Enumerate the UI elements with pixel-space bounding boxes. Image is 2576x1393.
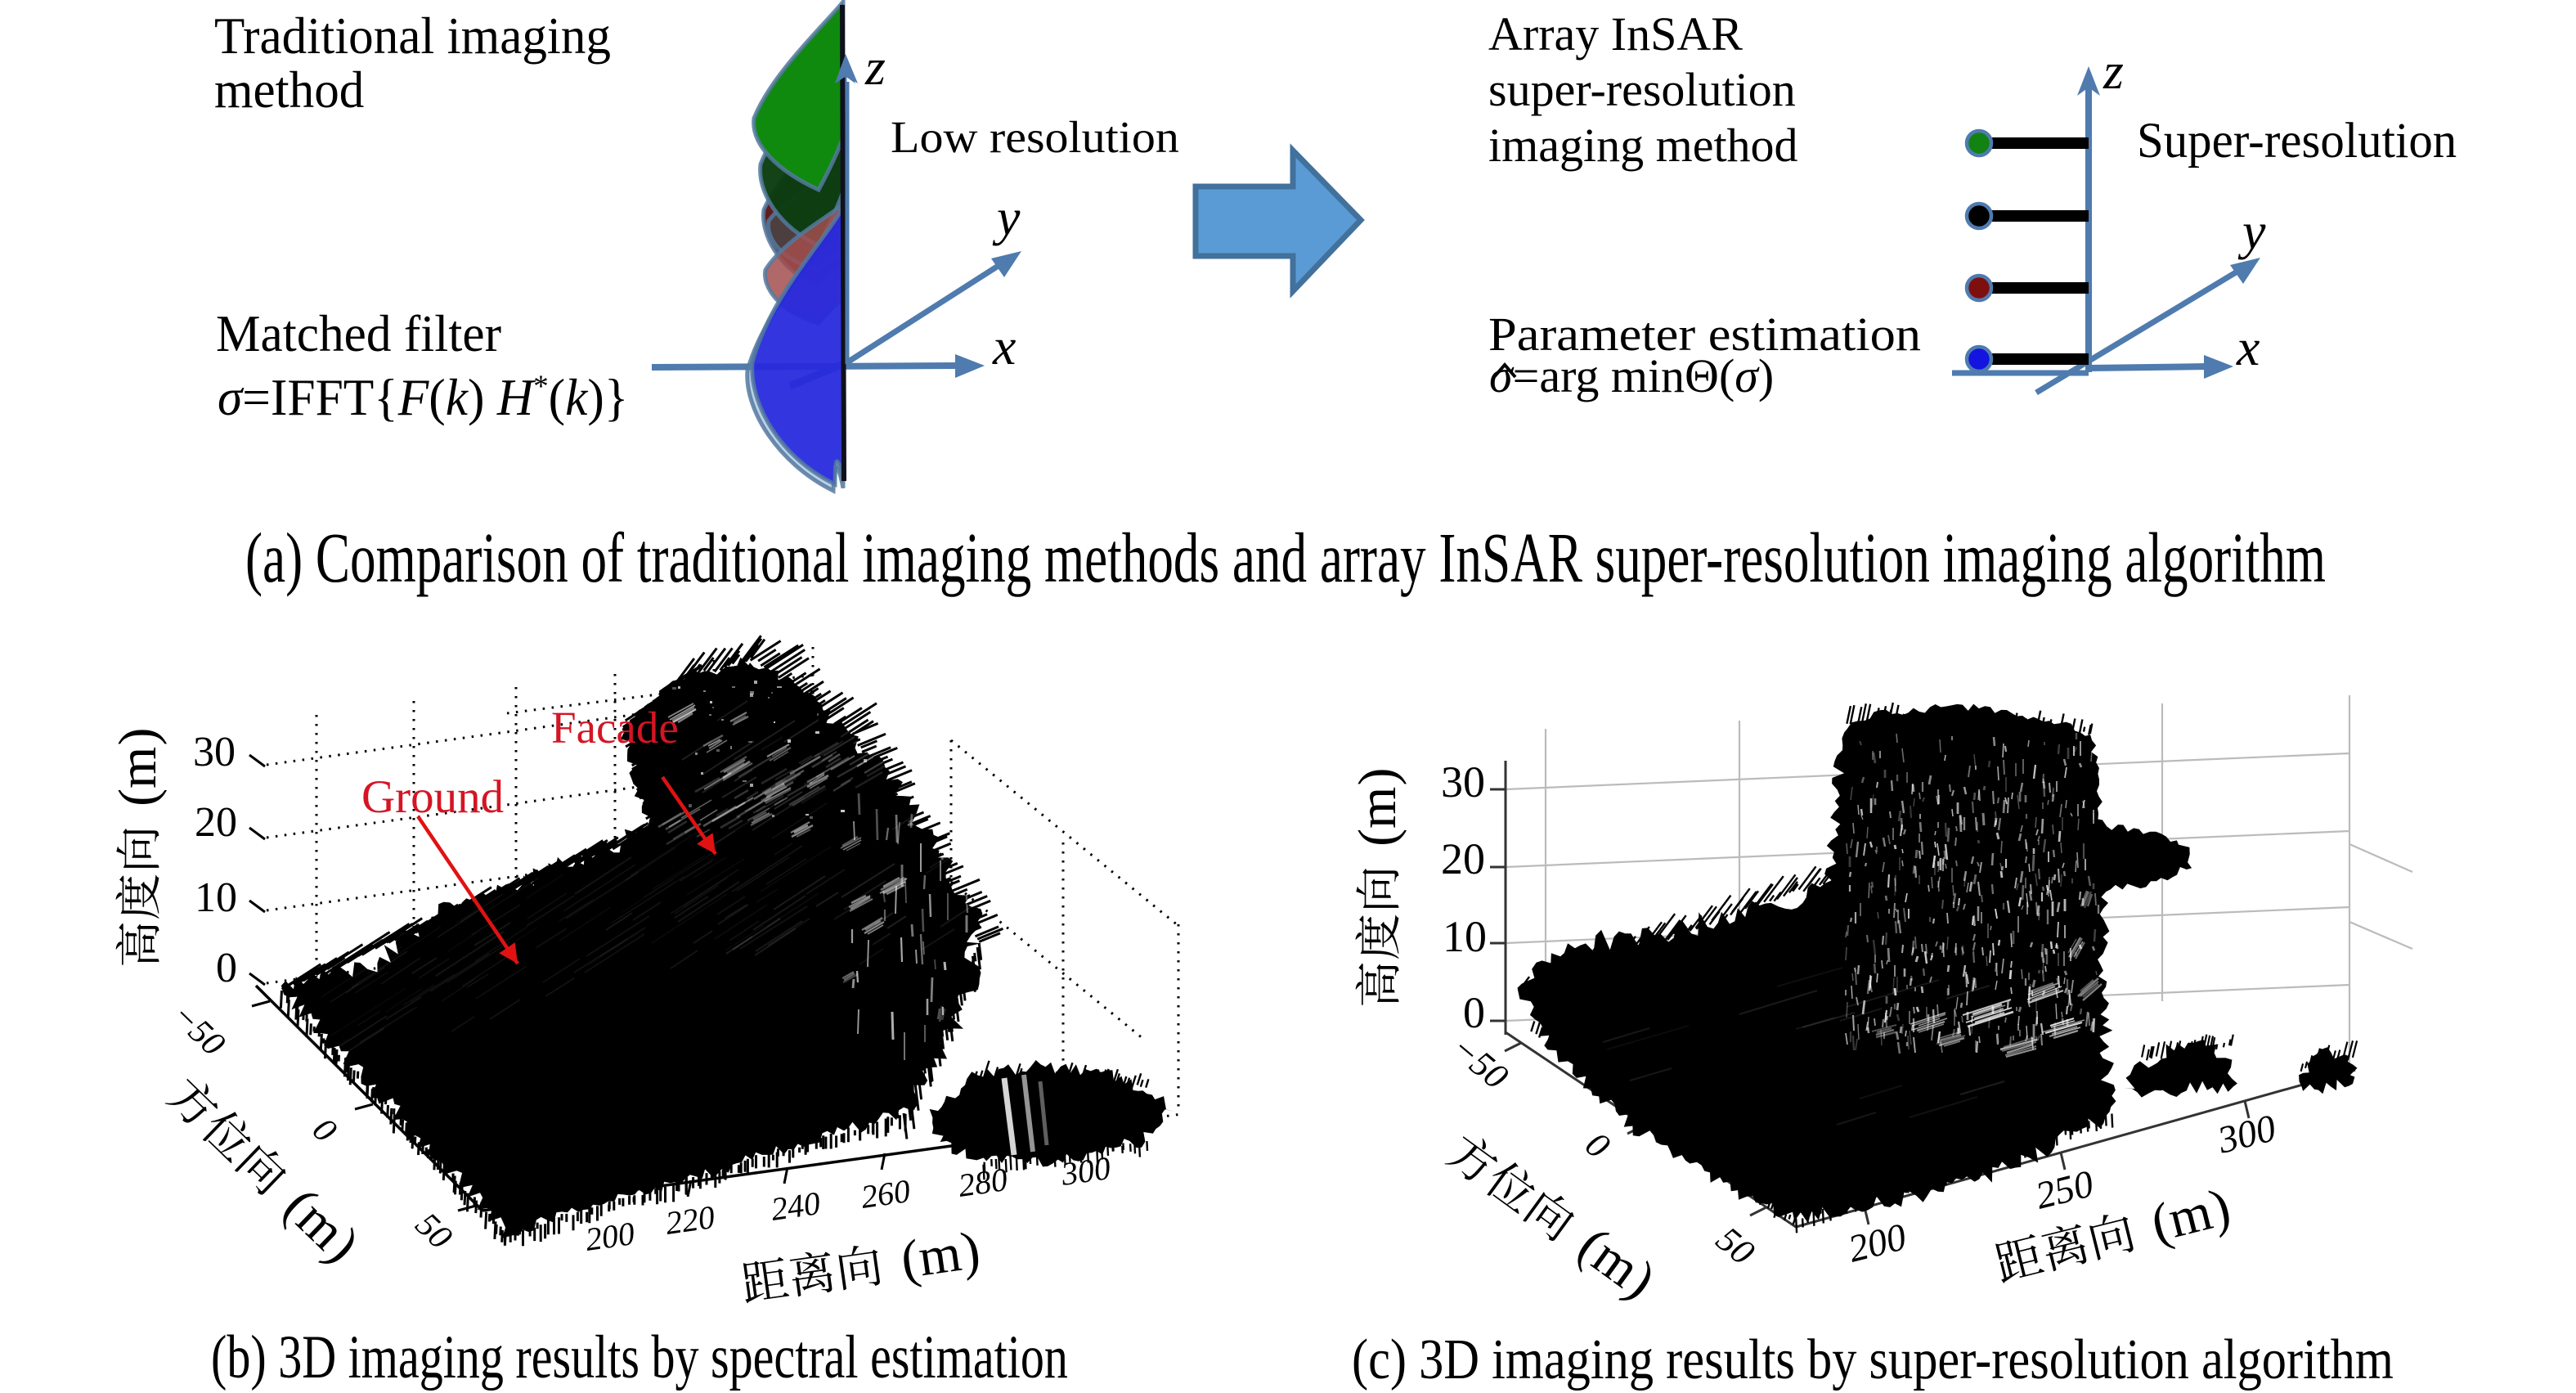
svg-text:30: 30 <box>1441 757 1485 807</box>
svg-text:20: 20 <box>195 799 237 846</box>
svg-text:240: 240 <box>769 1184 823 1228</box>
svg-text:20: 20 <box>1441 834 1485 883</box>
svg-text:50: 50 <box>408 1206 459 1256</box>
svg-text:10: 10 <box>195 874 237 921</box>
svg-text:200: 200 <box>1844 1216 1910 1271</box>
svg-text:0: 0 <box>216 945 237 991</box>
svg-text:0: 0 <box>1463 988 1485 1037</box>
svg-text:50: 50 <box>1709 1219 1762 1273</box>
svg-text:m: m <box>915 1223 965 1287</box>
svg-text:): ) <box>1348 768 1407 786</box>
svg-text:−50: −50 <box>1444 1027 1516 1097</box>
svg-text:250: 250 <box>2031 1162 2098 1218</box>
svg-text:300: 300 <box>1058 1149 1113 1193</box>
svg-text:260: 260 <box>859 1172 913 1216</box>
svg-text:30: 30 <box>193 729 236 775</box>
svg-text:m: m <box>108 747 168 789</box>
svg-text:m: m <box>1348 787 1407 829</box>
svg-text:Ground: Ground <box>361 771 504 823</box>
svg-text:220: 220 <box>663 1198 717 1242</box>
svg-text:0: 0 <box>305 1111 343 1150</box>
svg-text:(: ( <box>1348 829 1407 847</box>
svg-text:0: 0 <box>1578 1124 1618 1166</box>
svg-text:Facade: Facade <box>551 703 679 753</box>
svg-text:−50: −50 <box>164 996 232 1063</box>
svg-text:200: 200 <box>583 1215 637 1258</box>
svg-text:(: ( <box>108 789 168 807</box>
svg-text:10: 10 <box>1443 912 1487 961</box>
svg-text:): ) <box>108 728 168 746</box>
svg-text:300: 300 <box>2213 1107 2280 1162</box>
